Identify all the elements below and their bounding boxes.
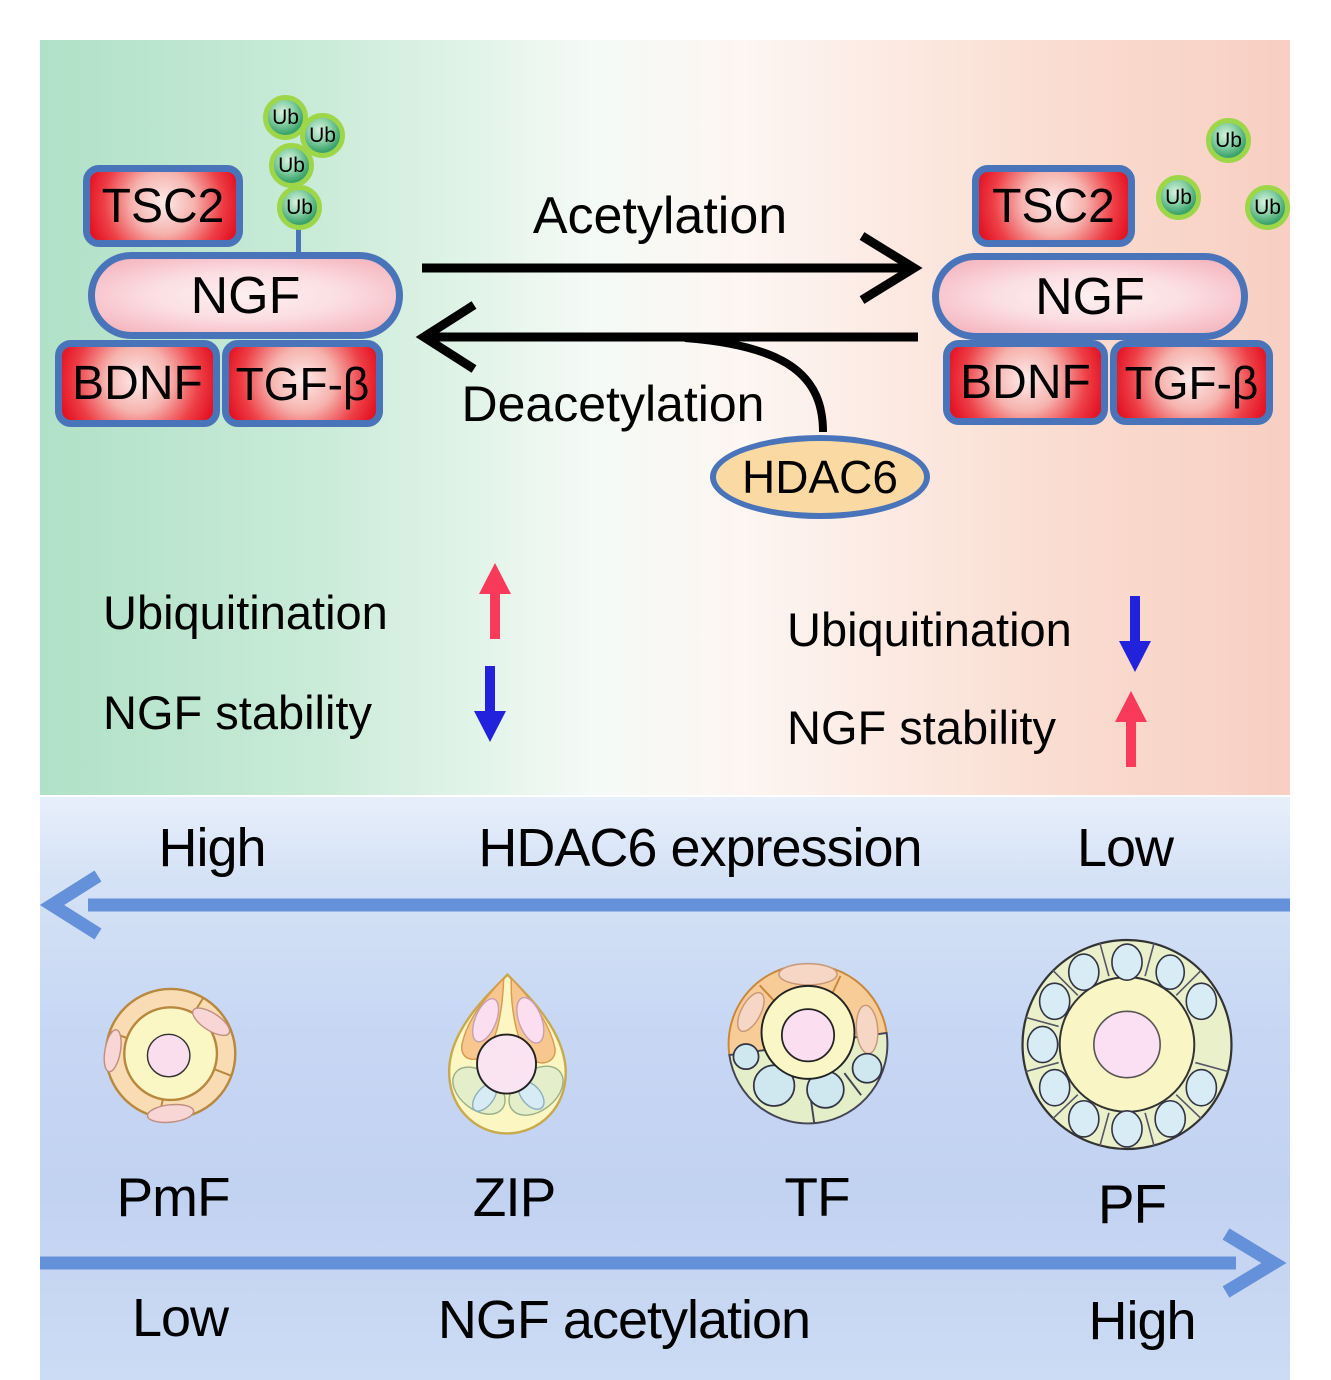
ub-label: Ub: [1165, 185, 1192, 209]
acetylation-axis-right-label: High: [1088, 1291, 1196, 1351]
zip-pink-nuclei: [471, 996, 545, 1044]
ub-label: Ub: [1215, 128, 1242, 152]
pf-blue-nuclei: [1026, 943, 1218, 1148]
tgf-beta-box-right: TGF-β: [1110, 340, 1273, 425]
ub-label: Ub: [278, 153, 305, 177]
follicle-pmf-label: PmF: [116, 1166, 230, 1228]
up-arrow-icon: [1115, 691, 1147, 767]
acetylation-label: Acetylation: [532, 187, 788, 245]
ngf-pill-right: NGF: [932, 253, 1248, 340]
hdac6-axis-right-label: Low: [1076, 818, 1174, 878]
reaction-arrows: [415, 232, 923, 433]
left-stability-label: NGF stability: [103, 686, 372, 739]
down-arrow-icon: [1119, 596, 1151, 672]
tsc2-label: TSC2: [992, 179, 1115, 233]
ub-label: Ub: [272, 105, 299, 129]
tgf-beta-label: TGF-β: [235, 357, 370, 410]
hdac6-connector-curve: [684, 334, 827, 433]
ub-label: Ub: [309, 123, 336, 147]
ub-icon: Ub: [1245, 185, 1290, 230]
bdnf-label: BDNF: [72, 357, 203, 410]
deacetylation-arrow-icon: [415, 301, 918, 373]
left-axis-arrow-icon: [40, 870, 1290, 940]
ub-label: Ub: [286, 195, 313, 219]
follicle-stage-panel: High HDAC6 expression Low PmF: [40, 797, 1290, 1380]
ub-icon: Ub: [1206, 118, 1251, 163]
ub-icon: Ub: [1156, 175, 1201, 220]
acetylation-axis-left-label: Low: [131, 1288, 229, 1348]
follicle-pmf-illustration: [103, 987, 237, 1124]
tgf-beta-label: TGF-β: [1124, 356, 1259, 409]
tsc2-box-left: TSC2: [83, 165, 243, 247]
follicle-tf-illustration: [727, 962, 889, 1125]
ngf-label: NGF: [1035, 267, 1145, 326]
up-arrow-icon: [479, 563, 511, 639]
tsc2-label: TSC2: [101, 179, 225, 233]
right-axis-arrow-icon: [40, 1228, 1287, 1298]
pf-cell-dividers: [1025, 942, 1229, 1147]
left-ubiquitination-label: Ubiquitination: [103, 586, 388, 639]
right-ubiquitination-label: Ubiquitination: [787, 603, 1072, 656]
hdac6-axis-title: HDAC6 expression: [478, 818, 922, 878]
ngf-label: NGF: [190, 266, 301, 325]
bdnf-box-right: BDNF: [943, 340, 1108, 425]
ngf-pill-left: NGF: [88, 252, 403, 339]
pmf-nuclei: [103, 1007, 231, 1124]
bdnf-box-left: BDNF: [55, 340, 220, 427]
acetylation-arrow-icon: [422, 232, 923, 304]
tsc2-box-right: TSC2: [972, 165, 1135, 247]
follicle-zip-label: ZIP: [472, 1166, 557, 1228]
bdnf-label: BDNF: [960, 356, 1091, 409]
zip-blue-nuclei: [471, 1080, 545, 1112]
right-stability-label: NGF stability: [787, 701, 1056, 754]
follicle-zip-illustration: [448, 972, 567, 1135]
tgf-beta-box-left: TGF-β: [222, 340, 383, 427]
ub-label: Ub: [1254, 195, 1281, 219]
acetylation-axis-title: NGF acetylation: [437, 1290, 811, 1350]
ub-icon: Ub: [277, 185, 322, 230]
follicle-pf-illustration: [1021, 938, 1233, 1151]
down-arrow-icon: [474, 666, 506, 742]
deacetylation-label: Deacetylation: [461, 376, 765, 432]
follicle-tf-label: TF: [784, 1166, 850, 1228]
acetylation-cycle-panel: TSC2 NGF BDNF TGF-β Ub Ub Ub Ub TSC2 NGF…: [40, 40, 1290, 795]
ub-chain-stem: [296, 226, 301, 254]
hdac6-axis-left-label: High: [158, 818, 266, 878]
tf-blue-nuclei: [732, 1043, 883, 1109]
hdac6-label: HDAC6: [742, 451, 898, 503]
follicle-pf-label: PF: [1097, 1173, 1167, 1235]
hdac6-ellipse: HDAC6: [710, 435, 930, 519]
